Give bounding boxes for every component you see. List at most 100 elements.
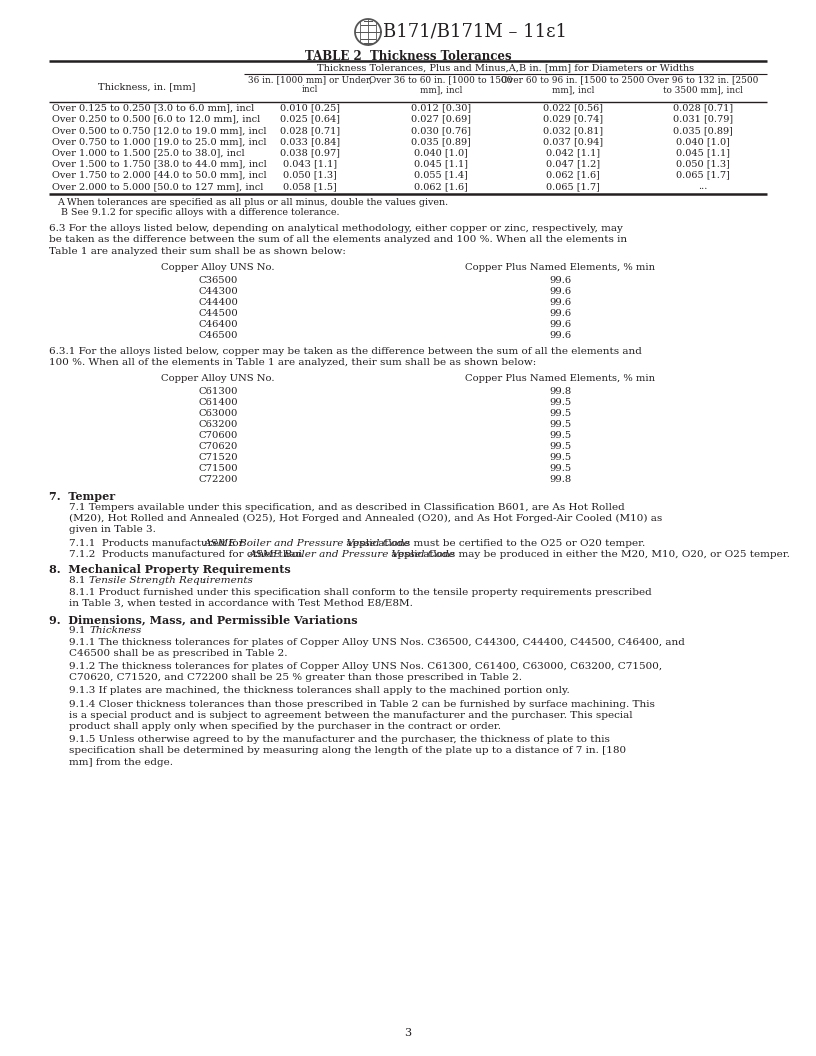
- Text: Over 0.125 to 0.250 [3.0 to 6.0 mm], incl: Over 0.125 to 0.250 [3.0 to 6.0 mm], inc…: [52, 103, 255, 113]
- Text: :: :: [202, 577, 206, 585]
- Text: 99.8: 99.8: [549, 388, 571, 396]
- Text: 0.065 [1.7]: 0.065 [1.7]: [676, 171, 730, 180]
- Text: 0.058 [1.5]: 0.058 [1.5]: [283, 182, 336, 191]
- Text: 99.6: 99.6: [549, 308, 571, 318]
- Text: 3: 3: [405, 1027, 411, 1038]
- Text: 99.5: 99.5: [549, 464, 571, 473]
- Text: Thickness: Thickness: [90, 626, 142, 635]
- Text: 0.065 [1.7]: 0.065 [1.7]: [546, 182, 600, 191]
- Text: 9.1.1 The thickness tolerances for plates of Copper Alloy UNS Nos. C36500, C4430: 9.1.1 The thickness tolerances for plate…: [69, 638, 685, 646]
- Text: 99.6: 99.6: [549, 320, 571, 328]
- Text: Copper Plus Named Elements, % min: Copper Plus Named Elements, % min: [465, 263, 655, 271]
- Text: B See 9.1.2 for specific alloys with a difference tolerance.: B See 9.1.2 for specific alloys with a d…: [61, 208, 339, 218]
- Text: C44300: C44300: [198, 286, 238, 296]
- Text: 0.035 [0.89]: 0.035 [0.89]: [411, 137, 471, 146]
- Text: 0.047 [1.2]: 0.047 [1.2]: [546, 159, 601, 169]
- Text: Over 1.500 to 1.750 [38.0 to 44.0 mm], incl: Over 1.500 to 1.750 [38.0 to 44.0 mm], i…: [52, 159, 267, 169]
- Text: C71500: C71500: [198, 464, 237, 473]
- Text: given in Table 3.: given in Table 3.: [69, 526, 156, 534]
- Text: Thickness Tolerances, Plus and Minus,A,B in. [mm] for Diameters or Widths: Thickness Tolerances, Plus and Minus,A,B…: [317, 63, 694, 72]
- Text: 0.045 [1.1]: 0.045 [1.1]: [414, 159, 468, 169]
- Text: 99.6: 99.6: [549, 298, 571, 306]
- Text: 0.025 [0.64]: 0.025 [0.64]: [280, 115, 339, 124]
- Text: 0.050 [1.3]: 0.050 [1.3]: [676, 159, 730, 169]
- Text: C44400: C44400: [198, 298, 238, 306]
- Text: is a special product and is subject to agreement between the manufacturer and th: is a special product and is subject to a…: [69, 711, 632, 720]
- Text: Over 0.500 to 0.750 [12.0 to 19.0 mm], incl: Over 0.500 to 0.750 [12.0 to 19.0 mm], i…: [52, 126, 267, 135]
- Text: 99.8: 99.8: [549, 475, 571, 484]
- Text: Copper Alloy UNS No.: Copper Alloy UNS No.: [162, 374, 275, 383]
- Text: 0.040 [1.0]: 0.040 [1.0]: [414, 148, 468, 157]
- Text: 7.1.2  Products manufactured for other than: 7.1.2 Products manufactured for other th…: [69, 550, 306, 560]
- Text: 8.  Mechanical Property Requirements: 8. Mechanical Property Requirements: [49, 564, 290, 576]
- Text: 9.1.5 Unless otherwise agreed to by the manufacturer and the purchaser, the thic: 9.1.5 Unless otherwise agreed to by the …: [69, 735, 610, 744]
- Text: 100 %. When all of the elements in Table 1 are analyzed, their sum shall be as s: 100 %. When all of the elements in Table…: [49, 358, 536, 366]
- Text: 0.062 [1.6]: 0.062 [1.6]: [414, 182, 468, 191]
- Text: 0.028 [0.71]: 0.028 [0.71]: [280, 126, 339, 135]
- Text: :: :: [124, 626, 128, 635]
- Text: 99.5: 99.5: [549, 431, 571, 440]
- Text: 7.1 Tempers available under this specification, and as described in Classificati: 7.1 Tempers available under this specifi…: [69, 503, 625, 512]
- Text: Tensile Strength Requirements: Tensile Strength Requirements: [90, 577, 253, 585]
- Text: Over 1.000 to 1.500 [25.0 to 38.0], incl: Over 1.000 to 1.500 [25.0 to 38.0], incl: [52, 148, 245, 157]
- Text: 0.037 [0.94]: 0.037 [0.94]: [543, 137, 603, 146]
- Text: 6.3 For the alloys listed below, depending on analytical methodology, either cop: 6.3 For the alloys listed below, dependi…: [49, 224, 623, 233]
- Text: 99.5: 99.5: [549, 398, 571, 408]
- Text: Over 96 to 132 in. [2500
to 3500 mm], incl: Over 96 to 132 in. [2500 to 3500 mm], in…: [647, 75, 759, 94]
- Text: B171/B171M – 11ε1: B171/B171M – 11ε1: [383, 23, 567, 41]
- Text: 9.1.3 If plates are machined, the thickness tolerances shall apply to the machin: 9.1.3 If plates are machined, the thickn…: [69, 686, 570, 696]
- Text: C36500: C36500: [198, 276, 237, 285]
- Text: Table 1 are analyzed their sum shall be as shown below:: Table 1 are analyzed their sum shall be …: [49, 246, 346, 256]
- Text: 99.5: 99.5: [549, 442, 571, 451]
- Text: C61300: C61300: [198, 388, 237, 396]
- Text: 99.6: 99.6: [549, 286, 571, 296]
- Text: 0.035 [0.89]: 0.035 [0.89]: [673, 126, 733, 135]
- Text: 9.1.2 The thickness tolerances for plates of Copper Alloy UNS Nos. C61300, C6140: 9.1.2 The thickness tolerances for plate…: [69, 662, 662, 671]
- Text: 8.1: 8.1: [69, 577, 92, 585]
- Text: C46500 shall be as prescribed in Table 2.: C46500 shall be as prescribed in Table 2…: [69, 648, 287, 658]
- Text: A When tolerances are specified as all plus or all minus, double the values give: A When tolerances are specified as all p…: [57, 199, 448, 207]
- Text: 9.1.4 Closer thickness tolerances than those prescribed in Table 2 can be furnis: 9.1.4 Closer thickness tolerances than t…: [69, 699, 655, 709]
- Text: 0.012 [0.30]: 0.012 [0.30]: [411, 103, 471, 113]
- Text: (M20), Hot Rolled and Annealed (O25), Hot Forged and Annealed (O20), and As Hot : (M20), Hot Rolled and Annealed (O25), Ho…: [69, 514, 663, 524]
- Text: 0.050 [1.3]: 0.050 [1.3]: [282, 171, 336, 180]
- Text: product shall apply only when specified by the purchaser in the contract or orde: product shall apply only when specified …: [69, 722, 501, 731]
- Text: Over 0.250 to 0.500 [6.0 to 12.0 mm], incl: Over 0.250 to 0.500 [6.0 to 12.0 mm], in…: [52, 115, 260, 124]
- Text: Over 0.750 to 1.000 [19.0 to 25.0 mm], incl: Over 0.750 to 1.000 [19.0 to 25.0 mm], i…: [52, 137, 267, 146]
- Text: Over 1.750 to 2.000 [44.0 to 50.0 mm], incl: Over 1.750 to 2.000 [44.0 to 50.0 mm], i…: [52, 171, 267, 180]
- Text: 0.045 [1.1]: 0.045 [1.1]: [676, 148, 730, 157]
- Text: ASME Boiler and Pressure Vessel Code: ASME Boiler and Pressure Vessel Code: [204, 539, 410, 548]
- Text: 7.  Temper: 7. Temper: [49, 491, 115, 502]
- Text: 99.5: 99.5: [549, 453, 571, 463]
- Text: Over 60 to 96 in. [1500 to 2500
mm], incl: Over 60 to 96 in. [1500 to 2500 mm], inc…: [502, 75, 645, 94]
- Text: 36 in. [1000 mm] or Under,
incl: 36 in. [1000 mm] or Under, incl: [247, 75, 372, 94]
- Text: Copper Alloy UNS No.: Copper Alloy UNS No.: [162, 263, 275, 271]
- Text: C71520: C71520: [198, 453, 237, 463]
- Text: 8.1.1 Product furnished under this specification shall conform to the tensile pr: 8.1.1 Product furnished under this speci…: [69, 588, 652, 597]
- Text: 0.029 [0.74]: 0.029 [0.74]: [543, 115, 603, 124]
- Text: 0.062 [1.6]: 0.062 [1.6]: [546, 171, 600, 180]
- Text: C61400: C61400: [198, 398, 237, 408]
- Text: 9.1: 9.1: [69, 626, 92, 635]
- Text: 6.3.1 For the alloys listed below, copper may be taken as the difference between: 6.3.1 For the alloys listed below, coppe…: [49, 346, 642, 356]
- Text: 0.043 [1.1]: 0.043 [1.1]: [282, 159, 337, 169]
- Text: 99.5: 99.5: [549, 420, 571, 429]
- Text: 99.6: 99.6: [549, 276, 571, 285]
- Text: 0.027 [0.69]: 0.027 [0.69]: [411, 115, 471, 124]
- Text: applications must be certified to the O25 or O20 temper.: applications must be certified to the O2…: [344, 539, 645, 548]
- Text: 0.042 [1.1]: 0.042 [1.1]: [546, 148, 601, 157]
- Text: be taken as the difference between the sum of all the elements analyzed and 100 : be taken as the difference between the s…: [49, 235, 628, 244]
- Text: 0.032 [0.81]: 0.032 [0.81]: [543, 126, 603, 135]
- Text: C46500: C46500: [198, 331, 237, 340]
- Text: ...: ...: [698, 182, 707, 191]
- Text: C70620, C71520, and C72200 shall be 25 % greater than those prescribed in Table : C70620, C71520, and C72200 shall be 25 %…: [69, 674, 522, 682]
- Text: Over 2.000 to 5.000 [50.0 to 127 mm], incl: Over 2.000 to 5.000 [50.0 to 127 mm], in…: [52, 182, 264, 191]
- Text: 99.5: 99.5: [549, 409, 571, 418]
- Text: 0.028 [0.71]: 0.028 [0.71]: [673, 103, 733, 113]
- Text: specification shall be determined by measuring along the length of the plate up : specification shall be determined by mea…: [69, 747, 626, 755]
- Text: mm] from the edge.: mm] from the edge.: [69, 757, 173, 767]
- Text: 7.1.1  Products manufactured for: 7.1.1 Products manufactured for: [69, 539, 247, 548]
- Text: 0.030 [0.76]: 0.030 [0.76]: [411, 126, 471, 135]
- Text: C46400: C46400: [198, 320, 237, 328]
- Text: C72200: C72200: [198, 475, 237, 484]
